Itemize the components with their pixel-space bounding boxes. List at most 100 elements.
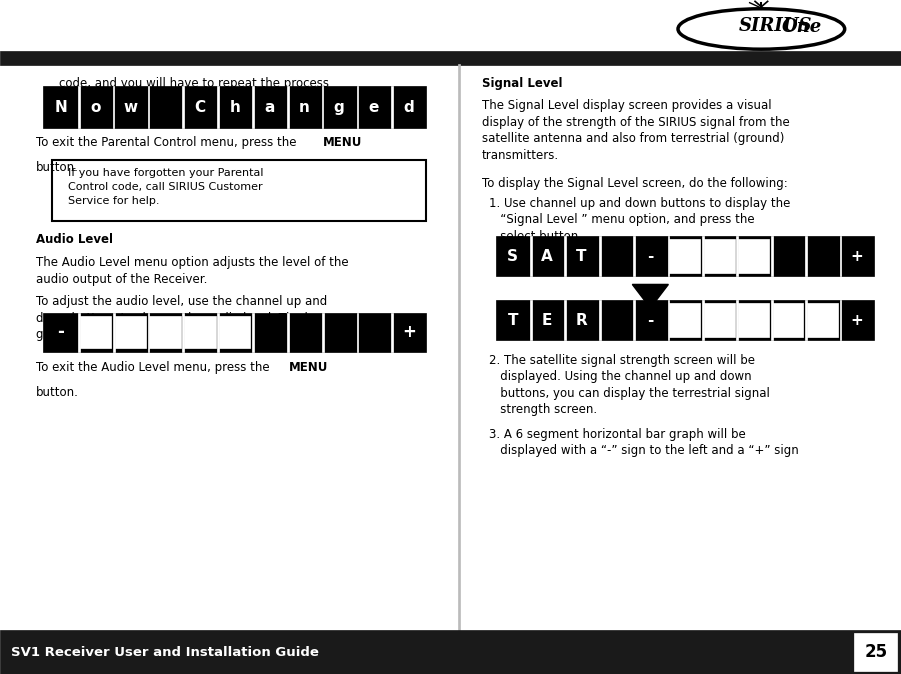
- Text: E: E: [542, 313, 552, 328]
- Text: T: T: [507, 313, 518, 328]
- Text: e: e: [369, 100, 379, 115]
- Bar: [78, 86, 79, 128]
- Bar: [322, 86, 323, 128]
- Bar: [633, 300, 635, 340]
- Bar: [738, 303, 769, 337]
- Text: a: a: [264, 100, 275, 115]
- Text: If you have forgotten your Parental
Control code, call SIRIUS Customer
Service f: If you have forgotten your Parental Cont…: [68, 168, 264, 206]
- Text: -: -: [58, 324, 64, 341]
- Bar: [78, 313, 80, 352]
- Bar: [150, 316, 181, 348]
- Bar: [770, 236, 772, 276]
- Bar: [43, 86, 426, 128]
- Bar: [633, 236, 635, 276]
- Text: +: +: [851, 313, 863, 328]
- Text: +: +: [851, 249, 863, 264]
- Bar: [496, 236, 874, 276]
- Bar: [217, 86, 219, 128]
- Text: To exit the Audio Level menu, press the: To exit the Audio Level menu, press the: [36, 361, 273, 374]
- Bar: [80, 316, 111, 348]
- Text: -: -: [647, 313, 653, 328]
- Bar: [530, 300, 532, 340]
- Text: SIRIUS: SIRIUS: [739, 17, 813, 34]
- Bar: [287, 86, 288, 128]
- Bar: [805, 300, 807, 340]
- Text: h: h: [229, 100, 241, 115]
- Text: code, and you will have to repeat the process
again.: code, and you will have to repeat the pr…: [59, 77, 329, 106]
- Text: w: w: [123, 100, 137, 115]
- Bar: [252, 86, 254, 128]
- Text: o: o: [90, 100, 101, 115]
- Bar: [854, 633, 897, 671]
- Bar: [52, 160, 426, 221]
- Bar: [114, 316, 146, 348]
- Bar: [183, 86, 184, 128]
- Bar: [738, 239, 769, 273]
- Bar: [770, 300, 772, 340]
- Text: button.: button.: [36, 161, 79, 174]
- Text: N: N: [54, 100, 67, 115]
- Text: 25: 25: [864, 644, 887, 661]
- Bar: [840, 236, 842, 276]
- Bar: [391, 313, 393, 352]
- Text: 2. The satellite signal strength screen will be
   displayed. Using the channel : 2. The satellite signal strength screen …: [489, 354, 770, 417]
- Bar: [148, 313, 150, 352]
- Text: MENU: MENU: [323, 136, 362, 149]
- Text: g: g: [333, 100, 344, 115]
- Bar: [113, 313, 114, 352]
- Bar: [183, 313, 185, 352]
- Bar: [599, 300, 601, 340]
- Bar: [669, 239, 700, 273]
- Text: One: One: [782, 18, 823, 36]
- Bar: [217, 313, 219, 352]
- Bar: [702, 300, 704, 340]
- Bar: [564, 300, 566, 340]
- Bar: [736, 300, 738, 340]
- Bar: [391, 86, 393, 128]
- Bar: [840, 300, 842, 340]
- Text: The Signal Level display screen provides a visual
display of the strength of the: The Signal Level display screen provides…: [482, 99, 790, 162]
- Text: T: T: [577, 249, 587, 264]
- Bar: [148, 86, 150, 128]
- Text: Audio Level: Audio Level: [36, 233, 113, 245]
- Bar: [805, 236, 807, 276]
- Bar: [287, 313, 288, 352]
- Bar: [669, 303, 700, 337]
- Text: d: d: [404, 100, 414, 115]
- Text: SV1 Receiver User and Installation Guide: SV1 Receiver User and Installation Guide: [11, 646, 319, 659]
- Bar: [458, 64, 460, 630]
- Bar: [668, 236, 669, 276]
- Bar: [496, 300, 874, 340]
- Text: To exit the Parental Control menu, press the: To exit the Parental Control menu, press…: [36, 136, 300, 149]
- Bar: [185, 316, 215, 348]
- Text: 1. Use channel up and down buttons to display the
   “Signal Level ” menu option: 1. Use channel up and down buttons to di…: [489, 197, 790, 243]
- Polygon shape: [633, 284, 669, 308]
- Bar: [0, 630, 901, 674]
- Text: To display the Signal Level screen, do the following:: To display the Signal Level screen, do t…: [482, 177, 787, 189]
- Bar: [736, 236, 738, 276]
- Text: MENU: MENU: [289, 361, 329, 374]
- Bar: [704, 303, 734, 337]
- Bar: [252, 313, 254, 352]
- Bar: [702, 236, 704, 276]
- Bar: [704, 239, 734, 273]
- Bar: [599, 236, 601, 276]
- Bar: [357, 86, 359, 128]
- Text: n: n: [299, 100, 310, 115]
- Text: button.: button.: [36, 386, 79, 399]
- Bar: [772, 303, 804, 337]
- Text: The Audio Level menu option adjusts the level of the
audio output of the Receive: The Audio Level menu option adjusts the …: [36, 256, 349, 286]
- Text: Signal Level: Signal Level: [482, 77, 562, 90]
- Bar: [564, 236, 566, 276]
- Text: R: R: [576, 313, 587, 328]
- Text: S: S: [507, 249, 518, 264]
- Bar: [322, 313, 323, 352]
- Text: 3. A 6 segment horizontal bar graph will be
   displayed with a “-” sign to the : 3. A 6 segment horizontal bar graph will…: [489, 428, 799, 458]
- Bar: [668, 300, 669, 340]
- Text: C: C: [195, 100, 205, 115]
- Bar: [0, 51, 901, 65]
- Text: -: -: [647, 249, 653, 264]
- Bar: [113, 86, 114, 128]
- Text: To adjust the audio level, use the channel up and
down buttons to change the aud: To adjust the audio level, use the chann…: [36, 295, 327, 341]
- Bar: [807, 303, 838, 337]
